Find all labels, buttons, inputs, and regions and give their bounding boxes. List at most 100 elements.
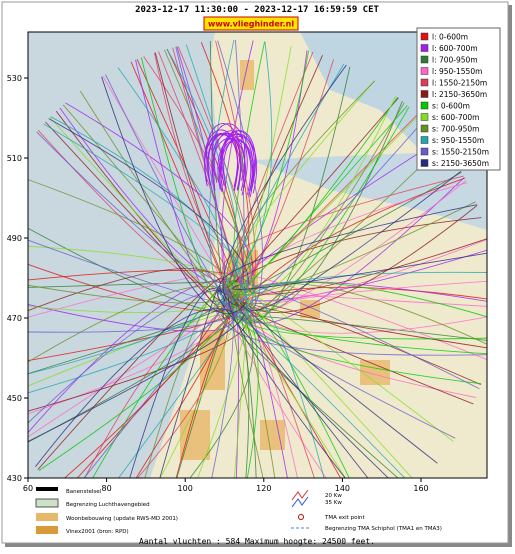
flight-track bbox=[45, 121, 231, 320]
flight-track bbox=[227, 205, 478, 313]
flight-track bbox=[28, 316, 221, 394]
flight-track bbox=[211, 284, 234, 478]
tma-exit-symbol bbox=[298, 514, 304, 520]
flight-track bbox=[244, 144, 444, 320]
flight-track bbox=[226, 283, 487, 345]
legend-label: s: 2150-3650m bbox=[432, 159, 489, 168]
y-tick-label: 450 bbox=[7, 394, 22, 403]
title: 2023-12-17 11:30:00 - 2023-12-17 16:59:5… bbox=[135, 5, 379, 15]
flight-track bbox=[239, 281, 487, 318]
flight-track bbox=[236, 105, 408, 299]
flight-track bbox=[235, 289, 487, 355]
flight-tracks bbox=[28, 39, 487, 478]
flight-track bbox=[217, 40, 263, 318]
flight-track bbox=[129, 288, 226, 478]
flight-track bbox=[228, 102, 405, 321]
flight-track bbox=[240, 283, 480, 390]
flight-track bbox=[28, 307, 243, 333]
flight-track bbox=[28, 280, 245, 288]
map bbox=[28, 32, 487, 478]
flight-track bbox=[230, 120, 424, 320]
legend-swatch bbox=[420, 90, 429, 98]
legend-swatch bbox=[420, 44, 429, 52]
y-tick-label: 430 bbox=[7, 474, 22, 483]
flight-track bbox=[48, 118, 249, 284]
flight-track bbox=[208, 39, 235, 312]
y-tick-label: 470 bbox=[7, 314, 22, 323]
x-tick-label: 80 bbox=[102, 484, 112, 493]
legend-swatch bbox=[420, 55, 429, 64]
holding-loop bbox=[213, 130, 248, 188]
flight-track bbox=[226, 286, 487, 310]
legend-label: l: 2150-3650m bbox=[432, 90, 487, 99]
flight-track bbox=[231, 286, 264, 478]
flight-track bbox=[158, 51, 235, 286]
flight-track bbox=[222, 64, 347, 306]
legend-swatch bbox=[420, 67, 429, 75]
flight-track bbox=[159, 302, 241, 478]
flight-track bbox=[50, 116, 247, 317]
flight-track bbox=[101, 76, 247, 315]
legend-swatch bbox=[420, 147, 429, 156]
site-link[interactable]: www.vlieghinder.nl bbox=[208, 20, 294, 29]
flight-track bbox=[225, 41, 273, 282]
flight-track bbox=[59, 107, 238, 287]
axes: 60 80 100 120 140 160 430 450 470 490 510 530 bbox=[7, 74, 429, 493]
kw35-symbol bbox=[291, 496, 309, 508]
flight-track bbox=[242, 106, 410, 322]
y-tick-label: 530 bbox=[7, 74, 22, 83]
flight-track bbox=[117, 67, 249, 320]
flight-track bbox=[235, 271, 487, 314]
urban-area bbox=[360, 360, 390, 385]
flight-track bbox=[226, 80, 376, 298]
flight-track bbox=[37, 277, 224, 470]
flight-track bbox=[219, 204, 477, 296]
flight-track bbox=[227, 285, 369, 478]
holding-loop bbox=[206, 123, 240, 181]
flight-track bbox=[243, 238, 487, 295]
vinex-symbol bbox=[36, 526, 58, 534]
flight-track bbox=[221, 80, 376, 289]
flight-track bbox=[219, 317, 487, 356]
legend-swatch bbox=[420, 136, 429, 144]
flight-track bbox=[230, 115, 419, 297]
legend-text: Vinex2001 (bron: RPD) bbox=[66, 529, 129, 535]
flight-track bbox=[216, 290, 389, 478]
y-tick-label: 490 bbox=[7, 234, 22, 243]
holding-loop bbox=[207, 133, 242, 191]
flight-track bbox=[35, 308, 233, 467]
flight-track bbox=[28, 312, 244, 443]
legend-label: l: 700-950m bbox=[432, 56, 478, 65]
flight-track bbox=[197, 283, 250, 478]
holding-loop bbox=[211, 123, 246, 181]
flight-track bbox=[225, 182, 468, 305]
legend-label: s: 700-950m bbox=[432, 125, 479, 134]
bottom-legend: Banenstelsel Begrenzing Luchthavengebied… bbox=[35, 487, 442, 535]
legend-label: s: 600-700m bbox=[432, 113, 479, 122]
holding-loop bbox=[220, 130, 255, 188]
legend-label: l: 0-600m bbox=[432, 33, 468, 42]
legend-text: Banenstelsel bbox=[66, 489, 102, 495]
footer: Aantal vluchten : 584 Maximum hoogte: 24… bbox=[139, 537, 375, 546]
legend-text: 35 Kw bbox=[325, 500, 342, 506]
flight-track bbox=[38, 295, 236, 472]
legend-text: 20 Kw bbox=[325, 493, 342, 499]
x-tick-label: 160 bbox=[413, 484, 428, 493]
flight-track bbox=[236, 95, 397, 297]
x-tick-label: 120 bbox=[256, 484, 271, 493]
legend-items: l: 0-600m l: 600-700m l: 700-950m l: 950-15… bbox=[420, 33, 489, 168]
flight-track bbox=[232, 252, 487, 290]
flight-track bbox=[28, 239, 233, 304]
legend-text: Woonbebouwing (update RWS-MD 2001) bbox=[66, 516, 178, 522]
x-tick-label: 60 bbox=[23, 484, 33, 493]
flight-track bbox=[227, 283, 413, 478]
legend-text: TMA exit point bbox=[324, 515, 365, 521]
flight-track bbox=[175, 46, 248, 292]
legend-swatch bbox=[420, 159, 429, 167]
flight-track bbox=[36, 131, 243, 303]
legend-label: l: 1550-2150m bbox=[432, 79, 487, 88]
runway-symbol bbox=[36, 487, 58, 491]
boundary-symbol bbox=[35, 498, 59, 508]
site-badge bbox=[203, 16, 299, 31]
